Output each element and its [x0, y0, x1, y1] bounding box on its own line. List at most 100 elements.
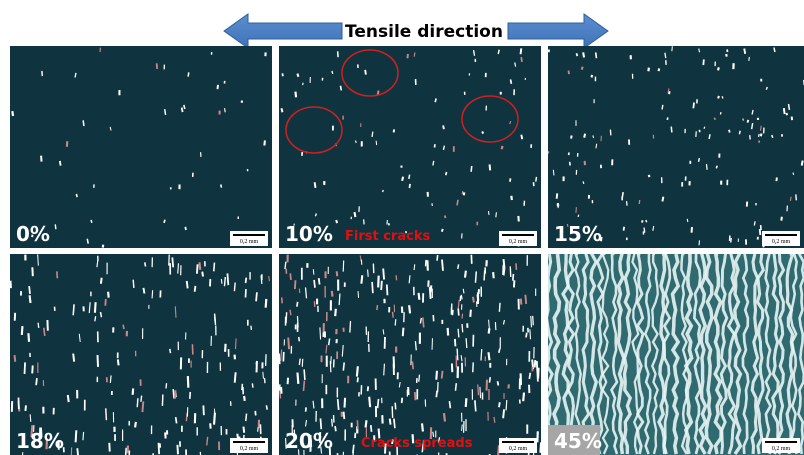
crack — [442, 371, 443, 379]
crack — [461, 295, 462, 300]
crack — [30, 414, 31, 421]
crack — [387, 284, 388, 295]
crack — [340, 86, 341, 91]
crack — [578, 215, 579, 217]
panel-image — [548, 46, 804, 248]
crack — [314, 280, 315, 288]
panel-annotation: First cracks — [345, 229, 430, 244]
panel-image — [279, 254, 541, 455]
crack — [665, 53, 666, 58]
crack — [407, 54, 408, 58]
panel-label: 45% — [554, 429, 602, 453]
panel-image — [10, 254, 272, 455]
crack — [394, 419, 395, 428]
crack — [490, 377, 491, 382]
crack — [409, 175, 410, 179]
crack — [357, 366, 358, 376]
crack — [369, 397, 370, 407]
crack — [503, 409, 504, 418]
crack — [345, 398, 346, 408]
crack — [22, 326, 23, 335]
crack — [699, 158, 700, 162]
crack — [752, 123, 753, 129]
crack — [482, 131, 483, 133]
crack — [252, 383, 253, 387]
crack — [366, 420, 367, 427]
scale-bar-text: 0,2 mm — [772, 446, 791, 452]
crack — [622, 192, 623, 198]
crack — [202, 272, 203, 277]
panel-image — [279, 46, 541, 248]
crack — [12, 111, 13, 116]
crack — [251, 326, 252, 330]
crack — [481, 349, 482, 360]
panel-annotation: Cracks spreads — [361, 436, 473, 451]
crack — [402, 177, 403, 181]
crack — [553, 170, 554, 176]
crack — [455, 383, 456, 391]
crack — [462, 324, 463, 332]
crack — [108, 292, 109, 298]
crack — [669, 91, 670, 94]
crack — [395, 403, 396, 410]
header-title: Tensile direction — [345, 22, 503, 42]
crack — [246, 414, 247, 421]
crack — [557, 193, 558, 198]
panel-label: 10% — [285, 222, 333, 246]
crack — [502, 146, 503, 149]
crack — [444, 413, 445, 421]
crack — [361, 275, 362, 283]
crack — [141, 396, 142, 402]
panel-bg — [548, 46, 804, 248]
crack — [137, 398, 138, 407]
crack — [433, 161, 434, 166]
crack — [793, 173, 794, 175]
crack — [225, 108, 226, 112]
crack — [368, 386, 369, 391]
crack — [135, 422, 136, 427]
crack — [295, 280, 296, 289]
crack — [419, 293, 420, 300]
crack — [473, 297, 474, 303]
crack — [714, 118, 715, 120]
crack — [415, 392, 416, 400]
crack — [332, 419, 333, 427]
crack — [772, 135, 773, 138]
crack — [103, 245, 104, 248]
panel: 20%Cracks spreads0,2 mm — [279, 254, 541, 455]
crack — [73, 354, 74, 362]
crack — [297, 302, 298, 307]
crack — [100, 312, 101, 317]
crack — [490, 164, 491, 170]
crack — [224, 277, 225, 286]
crack — [781, 217, 782, 221]
crack — [521, 48, 522, 54]
scale-bar-text: 0,2 mm — [509, 239, 528, 245]
crack — [173, 389, 174, 398]
crack — [256, 292, 257, 301]
crack — [332, 71, 333, 74]
crack — [414, 264, 415, 270]
crack — [693, 103, 694, 109]
crack — [356, 140, 357, 143]
crack — [699, 49, 700, 53]
crack — [266, 299, 267, 308]
crack — [286, 312, 287, 323]
crack — [521, 135, 522, 140]
crack — [207, 437, 208, 446]
crack — [263, 372, 264, 379]
crack — [521, 299, 522, 305]
crack — [332, 291, 333, 297]
crack — [165, 109, 166, 115]
crack — [718, 96, 719, 98]
crack — [494, 417, 495, 423]
crack — [261, 275, 262, 283]
crack — [133, 280, 134, 288]
crack — [175, 306, 176, 317]
crack — [596, 144, 597, 149]
crack — [358, 291, 359, 298]
crack — [285, 262, 286, 269]
crack — [32, 365, 33, 373]
crack — [329, 339, 330, 346]
crack — [435, 98, 436, 102]
